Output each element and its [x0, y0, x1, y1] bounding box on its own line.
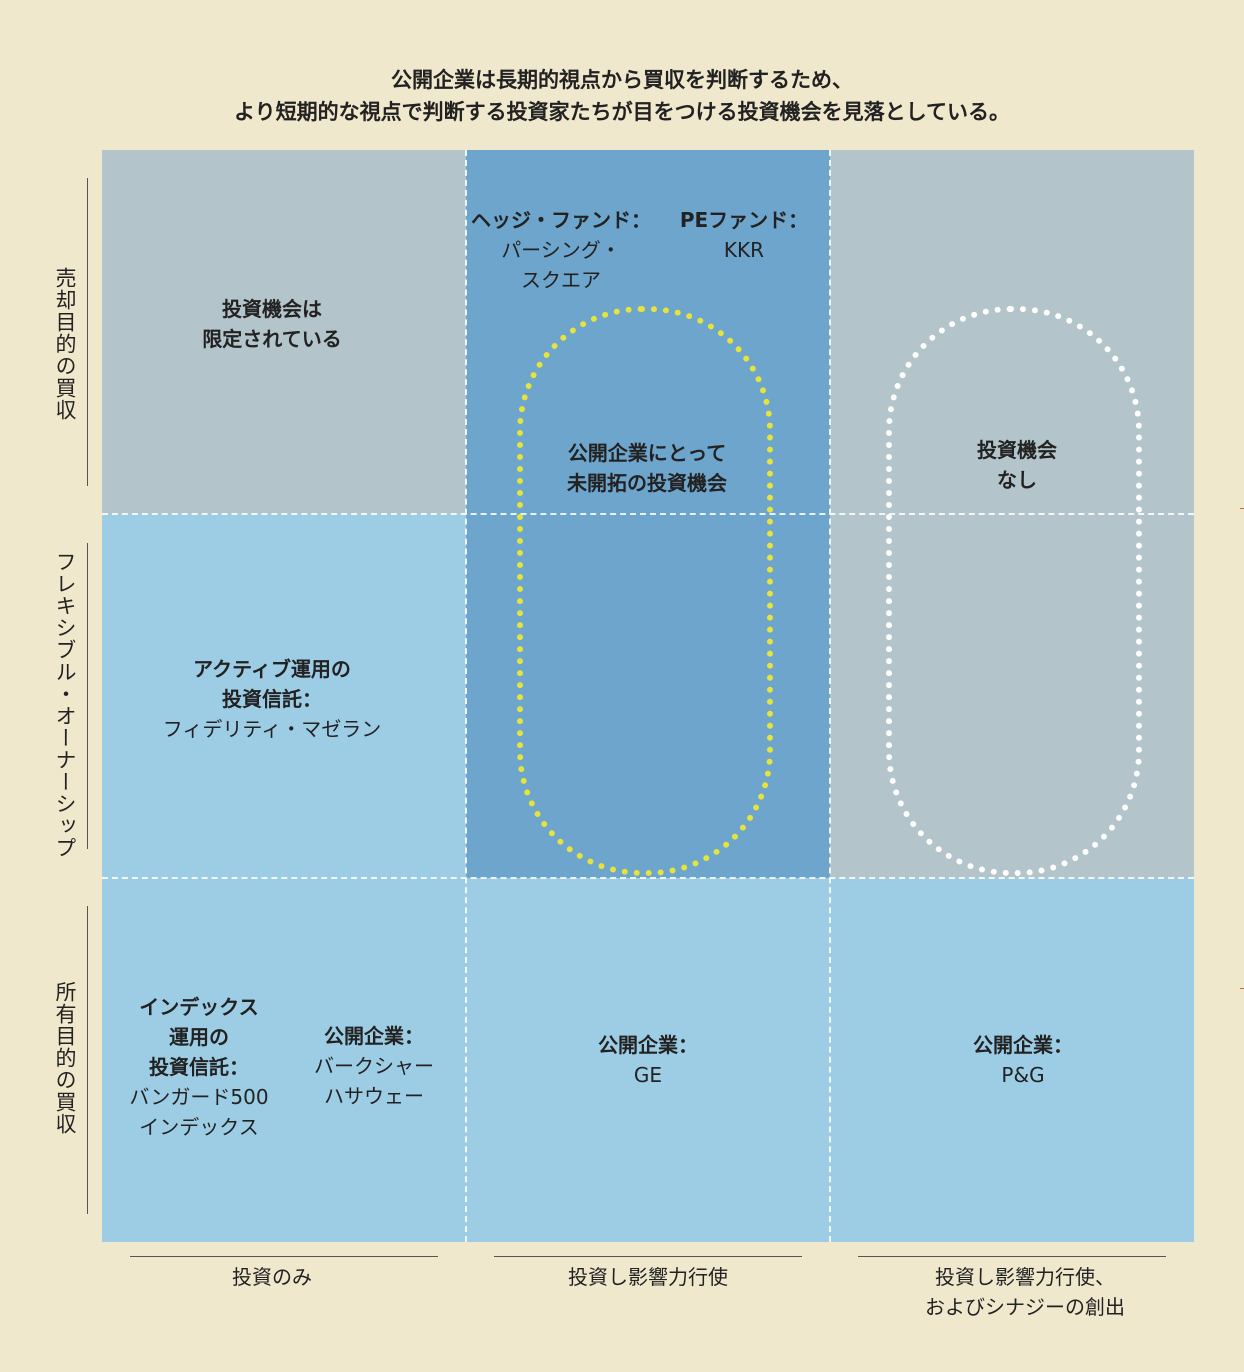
- column-divider-2: [829, 150, 831, 1242]
- column-divider-1: [465, 150, 467, 1242]
- index-fund-label: インデックス 運用の 投資信託： バンガード500 インデックス: [129, 995, 269, 1139]
- ge-label: 公開企業： GE: [598, 1033, 698, 1087]
- row-divider-2: [102, 877, 1194, 879]
- pe-fund-label: PEファンド： KKR: [680, 205, 808, 265]
- pg-label: 公開企業： P&G: [973, 1033, 1073, 1087]
- active-fund-label: アクティブ運用の 投資信託： フィデリティ・マゼラン: [162, 657, 382, 741]
- column-label-line-3: [858, 1256, 1166, 1257]
- row-label-flexible-ownership: フレキシブル・オーナーシップ: [53, 551, 77, 859]
- column-label-line-1: [130, 1256, 438, 1257]
- edge-tick-2: [1240, 988, 1244, 989]
- column-label-line-2: [494, 1256, 802, 1257]
- row-label-ownership-acquisition: 所有目的の買収: [53, 981, 77, 1135]
- cell-row3: [102, 878, 1194, 1242]
- cell-r2c1: [102, 514, 466, 878]
- row-divider-line-3: [87, 906, 88, 1214]
- cell-r1c1-text: 投資機会は 限定されている: [202, 297, 342, 351]
- title-line-2: より短期的な視点で判断する投資家たちが目をつける投資機会を見落としている。: [234, 100, 1010, 124]
- row-divider-line-2: [87, 543, 88, 849]
- untapped-opportunity-oval: [517, 306, 773, 876]
- row-label-sale-acquisition: 売却目的の買収: [53, 267, 77, 421]
- no-opportunity-text: 投資機会 なし: [977, 438, 1057, 492]
- column-label-investment-influence-synergy: 投資し影響力行使、 およびシナジーの創出: [925, 1265, 1125, 1319]
- cell-r1c1: [102, 150, 466, 514]
- column-label-investment-only: 投資のみ: [232, 1265, 312, 1289]
- no-opportunity-oval: [886, 306, 1142, 876]
- matrix-grid: 投資機会は 限定されている ヘッジ・ファンド： パーシング・ スクエア PEファ…: [102, 150, 1194, 1242]
- untapped-opportunity-text: 公開企業にとって 未開拓の投資機会: [567, 441, 727, 495]
- pe-fund-title: PEファンド：: [679, 208, 809, 232]
- hedge-fund-label: ヘッジ・ファンド： パーシング・ スクエア: [471, 205, 651, 295]
- row-divider-1: [102, 513, 1194, 515]
- edge-tick-1: [1240, 508, 1244, 509]
- row-divider-line-1: [87, 178, 88, 486]
- berkshire-label: 公開企業： バークシャー ハサウェー: [314, 1024, 434, 1108]
- column-label-investment-influence: 投資し影響力行使: [568, 1265, 728, 1289]
- hedge-fund-title: ヘッジ・ファンド：: [471, 208, 651, 232]
- diagram-title: 公開企業は長期的視点から買収を判断するため、 より短期的な視点で判断する投資家た…: [0, 64, 1244, 128]
- title-line-1: 公開企業は長期的視点から買収を判断するため、: [391, 68, 853, 92]
